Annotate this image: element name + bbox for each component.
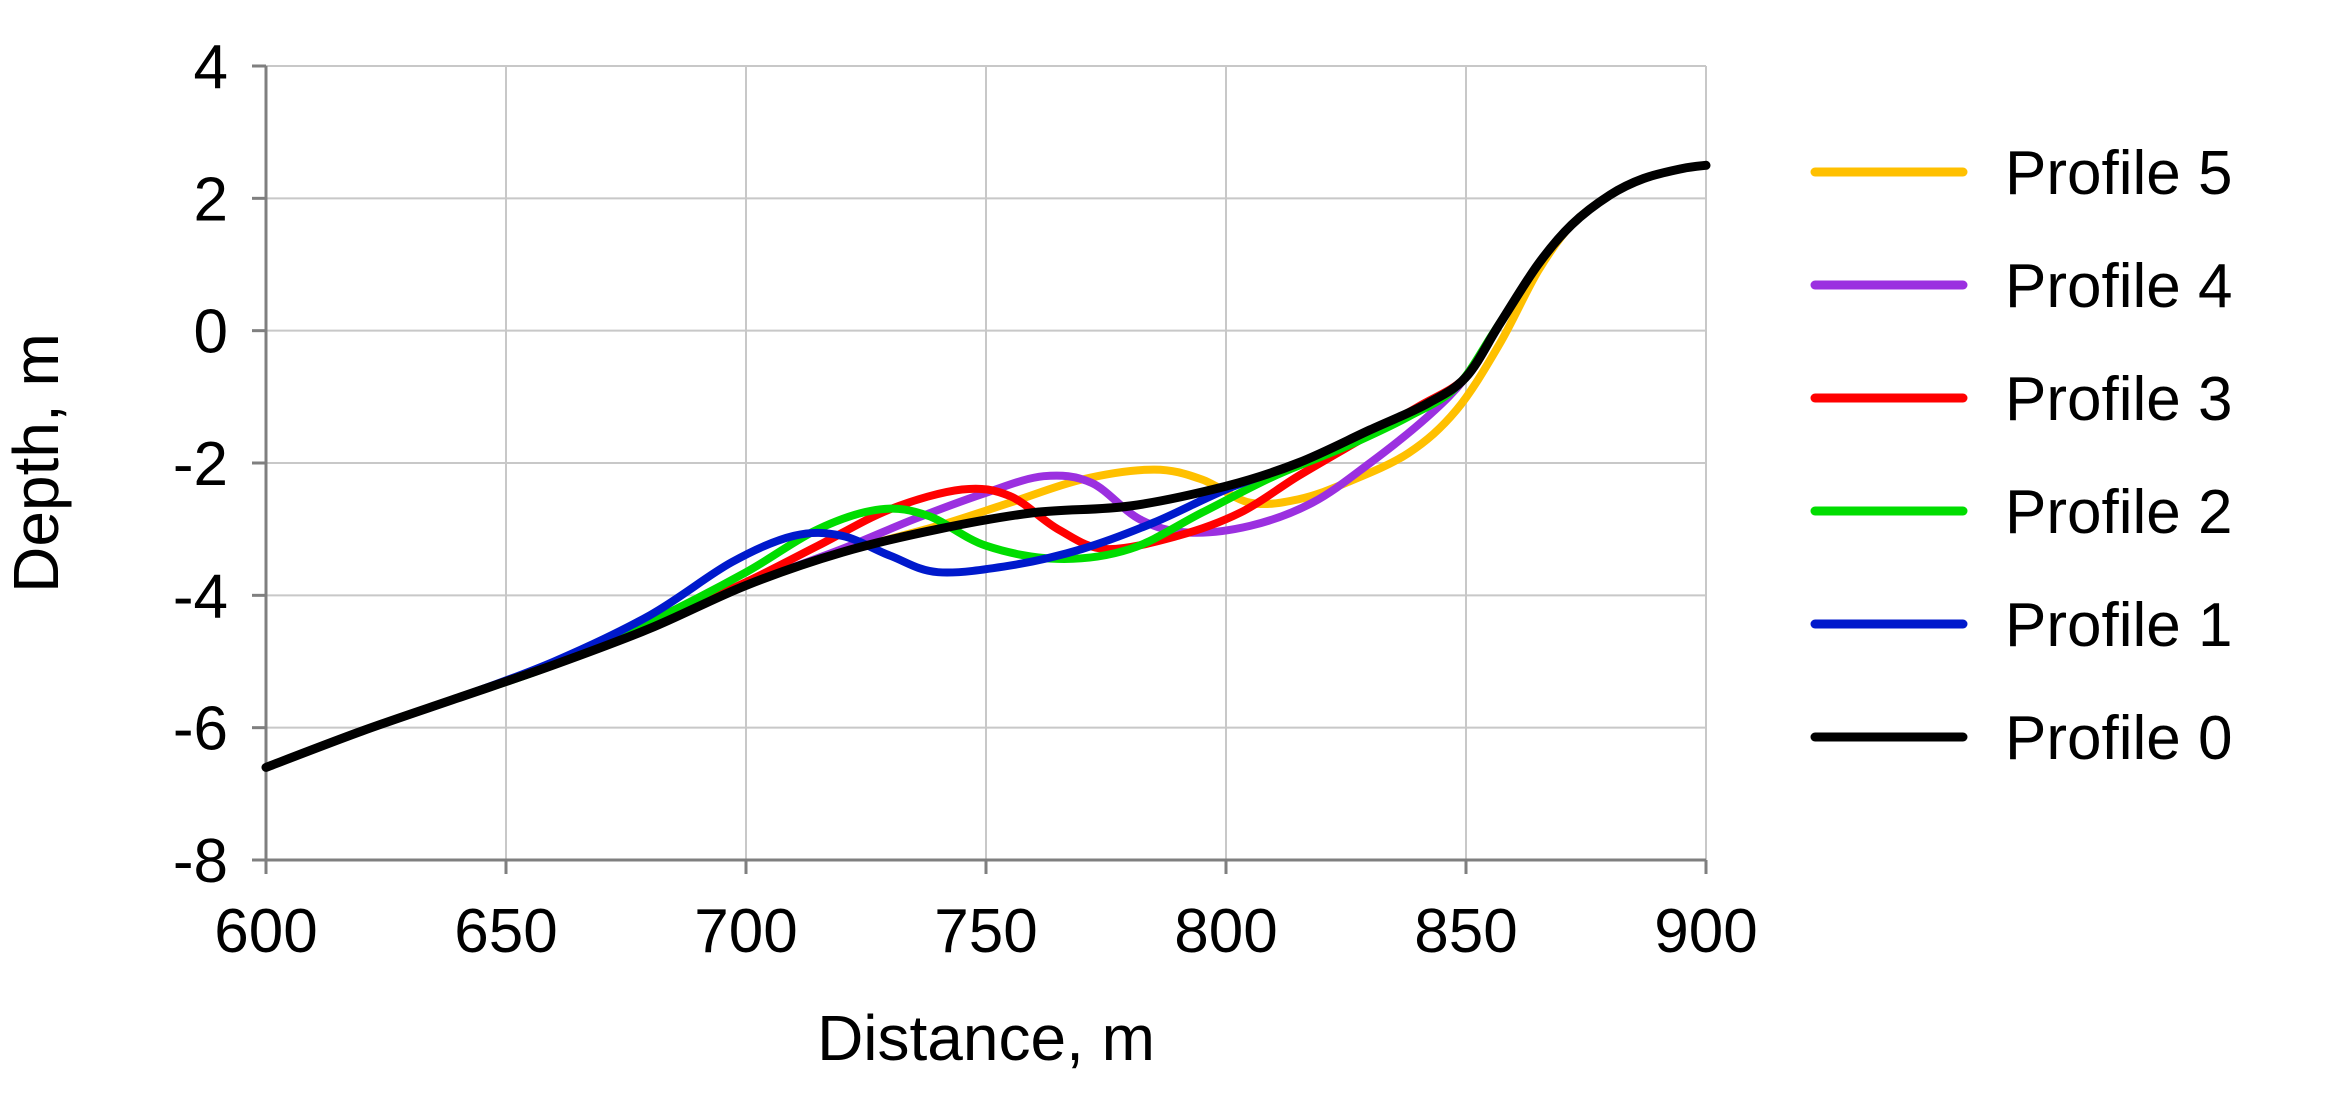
legend-label-profile-2: Profile 2 (2005, 478, 2232, 547)
y-axis-title: Depth, m (0, 333, 72, 593)
x-tick-label-650: 650 (454, 897, 557, 966)
y-tick-label-4: 4 (194, 33, 228, 102)
y-tick-label-2: 2 (194, 165, 228, 234)
y-tick-label-0: 0 (194, 298, 228, 367)
legend-label-profile-4: Profile 4 (2005, 252, 2232, 321)
x-tick-label-900: 900 (1654, 897, 1757, 966)
legend-label-profile-0: Profile 0 (2005, 704, 2232, 773)
x-tick-label-850: 850 (1414, 897, 1517, 966)
y-tick-label--8: -8 (173, 827, 228, 896)
x-axis-title: Distance, m (817, 1002, 1155, 1074)
y-tick-label--6: -6 (173, 695, 228, 764)
y-tick-label--2: -2 (173, 430, 228, 499)
x-tick-label-750: 750 (934, 897, 1037, 966)
legend-label-profile-5: Profile 5 (2005, 139, 2232, 208)
series-line-profile-0 (261, 160, 1711, 772)
legend-label-profile-1: Profile 1 (2005, 591, 2232, 660)
y-tick-label--4: -4 (173, 562, 228, 631)
legend: Profile 5 Profile 4 Profile 3 Profile 2 Prof… (1810, 139, 2232, 773)
x-tick-label-700: 700 (694, 897, 797, 966)
gridlines (266, 65, 1707, 860)
tick-labels: 600 650 700 750 800 850 900 -8 -6 -4 -2 0 2 4 (173, 33, 1758, 966)
x-tick-label-600: 600 (214, 897, 317, 966)
legend-label-profile-3: Profile 3 (2005, 365, 2232, 434)
x-tick-label-800: 800 (1174, 897, 1277, 966)
series-lines (261, 160, 1711, 772)
axes (252, 64, 1708, 874)
